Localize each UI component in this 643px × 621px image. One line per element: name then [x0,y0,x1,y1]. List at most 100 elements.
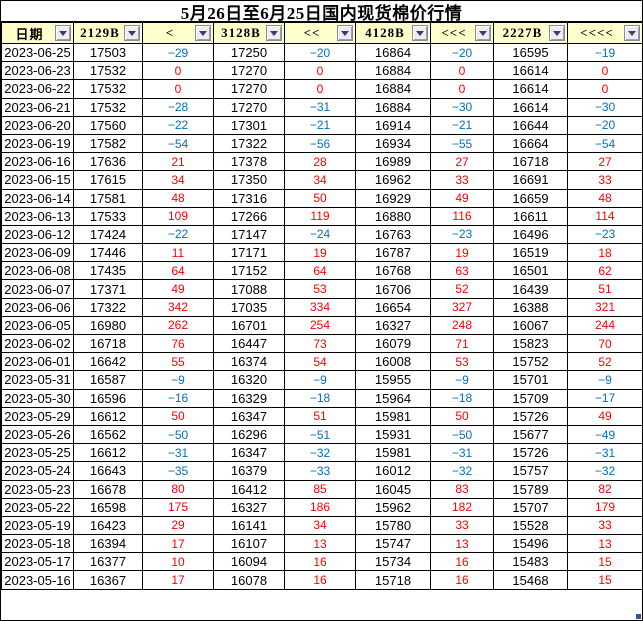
price-cell[interactable]: 16347 [213,443,285,463]
price-cell[interactable]: 15709 [493,388,568,408]
date-cell[interactable]: 2023-05-18 [1,534,74,554]
price-cell[interactable]: 15981 [355,406,431,426]
price-cell[interactable]: 16412 [213,479,285,499]
change-cell[interactable]: −55 [430,133,494,154]
change-cell[interactable]: −9 [430,370,494,390]
price-cell[interactable]: 16884 [355,97,431,117]
change-cell[interactable]: −31 [567,443,643,463]
date-cell[interactable]: 2023-06-19 [1,133,74,154]
change-cell[interactable]: 0 [142,61,214,81]
change-cell[interactable]: 182 [430,497,494,517]
change-cell[interactable]: 85 [284,479,356,499]
change-cell[interactable]: 109 [142,206,214,226]
change-cell[interactable]: −9 [142,370,214,390]
price-cell[interactable]: 16643 [73,461,143,481]
change-cell[interactable]: 175 [142,497,214,517]
price-cell[interactable]: 16327 [355,315,431,336]
change-cell[interactable]: −35 [142,461,214,481]
price-cell[interactable]: 17152 [213,261,285,281]
change-cell[interactable]: −31 [284,97,356,117]
price-cell[interactable]: 17322 [73,297,143,317]
price-cell[interactable]: 17532 [73,79,143,99]
change-cell[interactable]: −31 [430,443,494,463]
change-cell[interactable]: 19 [430,243,494,263]
price-cell[interactable]: 16691 [493,170,568,190]
price-cell[interactable]: 16701 [213,315,285,336]
change-cell[interactable]: −51 [284,424,356,445]
change-cell[interactable]: 83 [430,479,494,499]
change-cell[interactable]: 49 [567,406,643,426]
date-cell[interactable]: 2023-06-22 [1,79,74,99]
price-cell[interactable]: 16678 [73,479,143,499]
date-cell[interactable]: 2023-06-20 [1,115,74,135]
change-cell[interactable]: 179 [567,497,643,517]
price-cell[interactable]: 16598 [73,497,143,517]
change-cell[interactable]: 342 [142,297,214,317]
change-cell[interactable]: 114 [567,206,643,226]
range-corner-marker[interactable] [636,614,641,619]
price-cell[interactable]: 17270 [213,61,285,81]
price-cell[interactable]: 16718 [73,333,143,354]
change-cell[interactable]: 0 [284,61,356,81]
price-cell[interactable]: 15677 [493,424,568,445]
change-cell[interactable]: 18 [567,243,643,263]
price-cell[interactable]: 15726 [493,443,568,463]
price-cell[interactable]: 15981 [355,443,431,463]
price-cell[interactable]: 17035 [213,297,285,317]
change-cell[interactable]: 248 [430,315,494,336]
change-cell[interactable]: 63 [430,261,494,281]
change-cell[interactable]: 0 [430,79,494,99]
change-cell[interactable]: −16 [142,388,214,408]
price-cell[interactable]: 16296 [213,424,285,445]
price-cell[interactable]: 17270 [213,97,285,117]
price-cell[interactable]: 16327 [213,497,285,517]
change-cell[interactable]: 70 [567,333,643,354]
change-cell[interactable]: 62 [567,261,643,281]
change-cell[interactable]: 34 [142,170,214,190]
change-cell[interactable]: 13 [430,534,494,554]
price-cell[interactable]: 16012 [355,461,431,481]
change-cell[interactable]: 186 [284,497,356,517]
price-cell[interactable]: 15468 [493,570,568,590]
change-cell[interactable]: −20 [284,42,356,63]
date-cell[interactable]: 2023-06-14 [1,188,74,208]
change-cell[interactable]: 34 [284,515,356,536]
change-cell[interactable]: 16 [430,570,494,590]
change-cell[interactable]: 327 [430,297,494,317]
change-cell[interactable]: 73 [284,333,356,354]
price-cell[interactable]: 17371 [73,279,143,299]
change-cell[interactable]: −32 [430,461,494,481]
price-cell[interactable]: 17533 [73,206,143,226]
change-cell[interactable]: 48 [567,188,643,208]
change-cell[interactable]: −32 [567,461,643,481]
change-cell[interactable]: 51 [284,406,356,426]
price-cell[interactable]: 16659 [493,188,568,208]
price-cell[interactable]: 16377 [73,552,143,572]
change-cell[interactable]: −9 [284,370,356,390]
price-cell[interactable]: 15718 [355,570,431,590]
change-cell[interactable]: 50 [430,406,494,426]
filter-dropdown-button[interactable] [337,25,353,41]
price-cell[interactable]: 16447 [213,333,285,354]
price-cell[interactable]: 16008 [355,352,431,372]
price-cell[interactable]: 17560 [73,115,143,135]
price-cell[interactable]: 17532 [73,97,143,117]
price-cell[interactable]: 16614 [493,61,568,81]
change-cell[interactable]: 27 [567,152,643,172]
price-cell[interactable]: 16107 [213,534,285,554]
price-cell[interactable]: 17503 [73,42,143,63]
change-cell[interactable]: 54 [284,352,356,372]
price-cell[interactable]: 16329 [213,388,285,408]
change-cell[interactable]: 13 [284,534,356,554]
price-cell[interactable]: 17615 [73,170,143,190]
change-cell[interactable]: −54 [567,133,643,154]
change-cell[interactable]: −50 [430,424,494,445]
price-cell[interactable]: 17088 [213,279,285,299]
price-cell[interactable]: 16611 [493,206,568,226]
price-cell[interactable]: 16562 [73,424,143,445]
date-cell[interactable]: 2023-06-21 [1,97,74,117]
price-cell[interactable]: 17378 [213,152,285,172]
change-cell[interactable]: −18 [430,388,494,408]
change-cell[interactable]: 262 [142,315,214,336]
change-cell[interactable]: 29 [142,515,214,536]
